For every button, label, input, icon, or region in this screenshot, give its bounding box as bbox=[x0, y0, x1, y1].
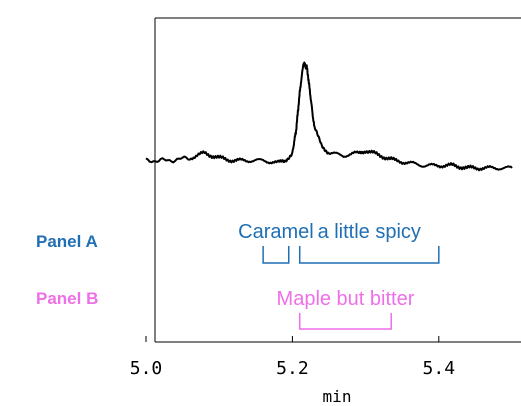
annotation-bracket bbox=[298, 246, 440, 264]
annotations-group: Caramel a little spicy Maple but bitter bbox=[238, 221, 440, 330]
x-tick-label: 5.4 bbox=[423, 358, 456, 379]
annotation-label: Maple but bitter bbox=[277, 288, 415, 310]
x-ticks-group: 5.0 5.2 5.4 bbox=[130, 336, 455, 379]
panel-a-label: Panel A bbox=[36, 232, 98, 251]
annotation-label: Caramel bbox=[238, 221, 314, 243]
panel-b-label: Panel B bbox=[36, 289, 99, 308]
x-tick-label: 5.0 bbox=[130, 358, 163, 379]
annotation-label: a little spicy bbox=[318, 221, 421, 243]
annotation-bracket bbox=[262, 246, 290, 264]
x-tick-label: 5.2 bbox=[276, 358, 309, 379]
series-group bbox=[145, 61, 513, 172]
annotation-bracket bbox=[298, 313, 392, 330]
x-axis-label: min bbox=[323, 387, 352, 406]
series-line bbox=[145, 61, 513, 172]
